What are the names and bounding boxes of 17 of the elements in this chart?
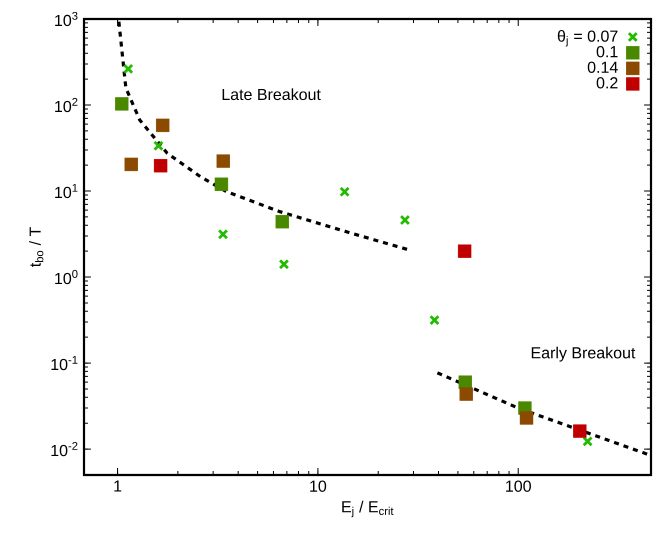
legend-label: 0.1 xyxy=(596,46,618,58)
annotation: Early Breakout xyxy=(532,346,636,362)
legend-label: 0.14 xyxy=(588,62,618,73)
y-tick-label: 10$^{1}$ xyxy=(55,184,78,198)
y-tick-label: 10$^{-2}$ xyxy=(51,442,78,456)
y-tick-label: 10$^{2}$ xyxy=(55,98,78,112)
x-tick-label: 100 xyxy=(506,480,531,492)
x-axis-title: E$_{j}$ / E$_{crit}$ xyxy=(342,500,394,518)
legend-label: θ$_{j}$ = 0.07 xyxy=(558,30,618,47)
legend-label: 0.2 xyxy=(596,77,618,88)
y-axis-title: t$_{bo}$ / T xyxy=(29,227,44,268)
x-tick-label: 10 xyxy=(310,480,326,492)
y-tick-label: 10$^{3}$ xyxy=(55,12,78,26)
x-tick-label: 1 xyxy=(114,480,122,492)
annotation: Late Breakout xyxy=(222,88,321,100)
y-tick-label: 10$^{-1}$ xyxy=(51,356,78,370)
y-tick-label: 10$^{0}$ xyxy=(55,270,78,284)
